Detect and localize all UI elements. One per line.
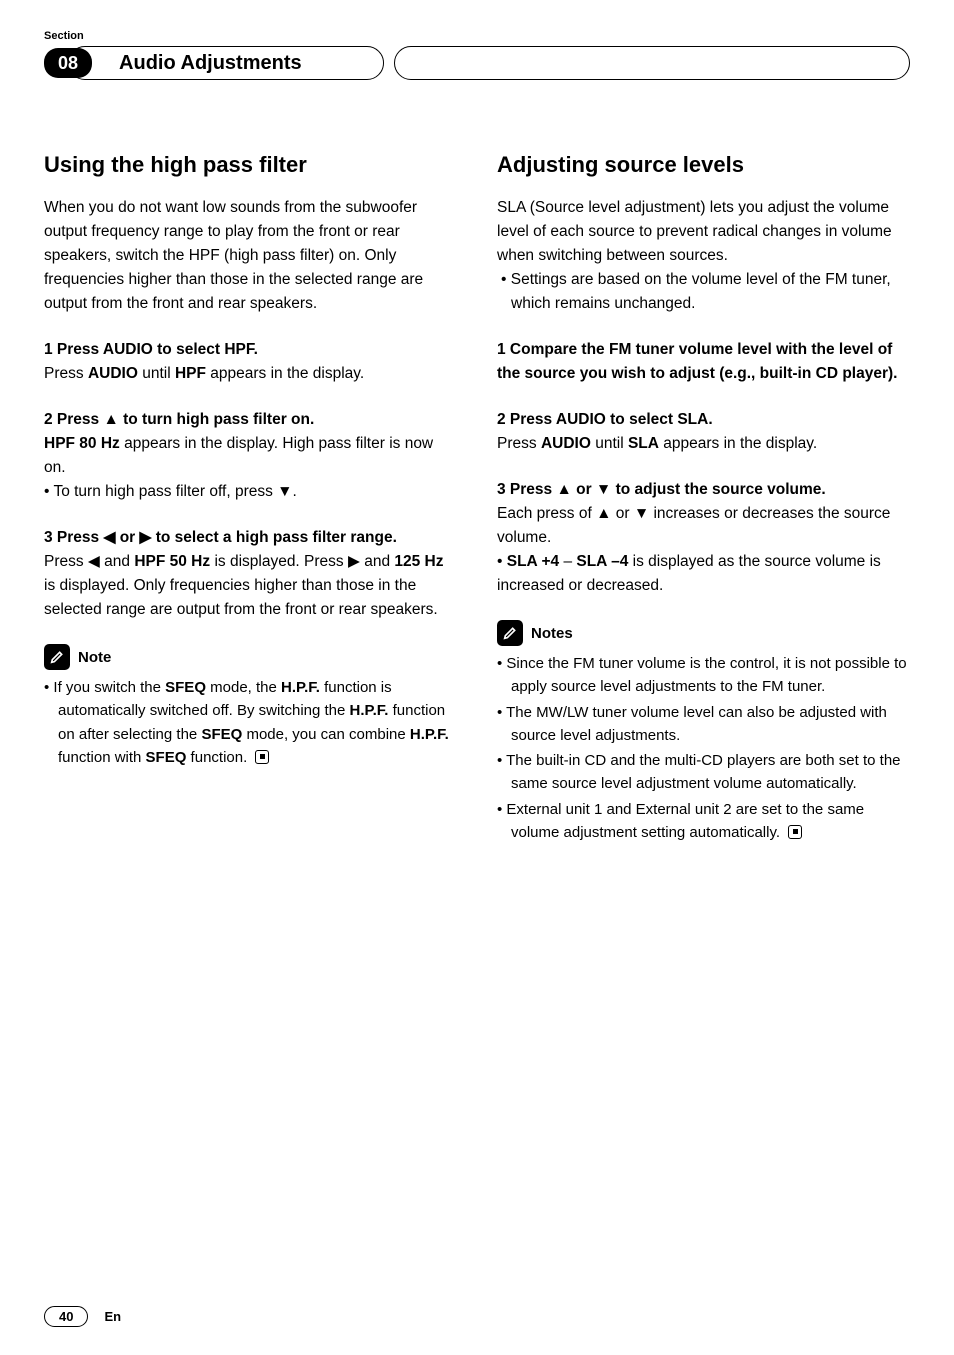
nd: H.P.F.	[281, 679, 320, 696]
end-mark-icon	[255, 750, 269, 764]
notes-label-right: Notes	[531, 625, 573, 642]
chapter-header: 08 Audio Adjustments	[44, 46, 910, 80]
language-code: En	[104, 1309, 121, 1324]
section-label: Section	[44, 30, 910, 42]
rs3ba: •	[497, 553, 507, 570]
step-3-sla: 3 Press ▲ or ▼ to adjust the source volu…	[497, 478, 910, 598]
rs2bb: AUDIO	[541, 435, 591, 452]
s3bd: 125 Hz	[394, 553, 443, 570]
rs2a: 2 Press	[497, 411, 556, 428]
page-number: 40	[44, 1306, 88, 1327]
heading-sla: Adjusting source levels	[497, 152, 910, 178]
intro-sla: SLA (Source level adjustment) lets you a…	[497, 196, 910, 268]
note-header-left: Note	[44, 644, 457, 670]
s3bc: is displayed. Press ▶ and	[210, 553, 394, 570]
chapter-title-box: Audio Adjustments	[68, 46, 384, 80]
intro-hpf: When you do not want low sounds from the…	[44, 196, 457, 316]
rs2c: to select SLA.	[606, 411, 713, 428]
notes-header-right: Notes	[497, 620, 910, 646]
ni: mode, you can combine	[242, 726, 410, 743]
nj: H.P.F.	[410, 726, 449, 743]
note-r4: • External unit 1 and External unit 2 ar…	[497, 798, 910, 845]
heading-hpf: Using the high pass filter	[44, 152, 457, 178]
s1b: AUDIO	[103, 341, 153, 358]
s1a: 1 Press	[44, 341, 103, 358]
rs3bd: SLA –4	[576, 553, 628, 570]
s2ba: HPF 80 Hz	[44, 435, 120, 452]
rs2bd: SLA	[628, 435, 659, 452]
note-r2: • The MW/LW tuner volume level can also …	[497, 701, 910, 748]
s2bullet: • To turn high pass filter off, press ▼.	[44, 480, 457, 504]
step-1-hpf: 1 Press AUDIO to select HPF. Press AUDIO…	[44, 338, 457, 386]
header-right-box	[394, 46, 910, 80]
note-label-left: Note	[78, 649, 111, 666]
nm: function.	[186, 749, 247, 766]
chapter-title: Audio Adjustments	[119, 52, 302, 75]
step-3-hpf: 3 Press ◀ or ▶ to select a high pass fil…	[44, 526, 457, 622]
s3ba: Press ◀ and	[44, 553, 134, 570]
nh: SFEQ	[201, 726, 242, 743]
nf: H.P.F.	[350, 702, 389, 719]
nl: SFEQ	[146, 749, 187, 766]
step-1-sla: 1 Compare the FM tuner volume level with…	[497, 338, 910, 386]
rs2ba: Press	[497, 435, 541, 452]
intro-sla-bullet: • Settings are based on the volume level…	[497, 268, 910, 316]
nc: mode, the	[206, 679, 281, 696]
end-mark-icon	[788, 825, 802, 839]
s1bc: until	[138, 365, 175, 382]
nb: SFEQ	[165, 679, 206, 696]
s3bb: HPF 50 Hz	[134, 553, 210, 570]
nk: function with	[58, 749, 146, 766]
note-r4-text: • External unit 1 and External unit 2 ar…	[497, 801, 864, 841]
rs3b: Each press of ▲ or ▼ increases or decrea…	[497, 502, 910, 550]
rs3h: 3 Press ▲ or ▼ to adjust the source volu…	[497, 481, 826, 498]
page-footer: 40 En	[44, 1306, 121, 1327]
chapter-number-badge: 08	[44, 48, 92, 78]
s2h: 2 Press ▲ to turn high pass filter on.	[44, 411, 314, 428]
s3h: 3 Press ◀ or ▶ to select a high pass fil…	[44, 529, 397, 546]
rs2be: appears in the display.	[659, 435, 817, 452]
pencil-icon	[44, 644, 70, 670]
rs2b: AUDIO	[556, 411, 606, 428]
note-r3: • The built-in CD and the multi-CD playe…	[497, 749, 910, 796]
step-2-sla: 2 Press AUDIO to select SLA. Press AUDIO…	[497, 408, 910, 456]
s1c: to select HPF.	[153, 341, 258, 358]
s1bb: AUDIO	[88, 365, 138, 382]
step-2-hpf: 2 Press ▲ to turn high pass filter on. H…	[44, 408, 457, 504]
left-column: Using the high pass filter When you do n…	[44, 152, 457, 846]
rs1: 1 Compare the FM tuner volume level with…	[497, 341, 897, 382]
rs2bc: until	[591, 435, 628, 452]
s1be: appears in the display.	[206, 365, 364, 382]
note-body-left: • If you switch the SFEQ mode, the H.P.F…	[44, 676, 457, 769]
s1bd: HPF	[175, 365, 206, 382]
s1ba: Press	[44, 365, 88, 382]
na: • If you switch the	[44, 679, 165, 696]
right-column: Adjusting source levels SLA (Source leve…	[497, 152, 910, 846]
s3be: is displayed. Only frequencies higher th…	[44, 577, 438, 618]
rs3bc: –	[559, 553, 576, 570]
note-r1: • Since the FM tuner volume is the contr…	[497, 652, 910, 699]
rs3bb: SLA +4	[507, 553, 559, 570]
pencil-icon	[497, 620, 523, 646]
